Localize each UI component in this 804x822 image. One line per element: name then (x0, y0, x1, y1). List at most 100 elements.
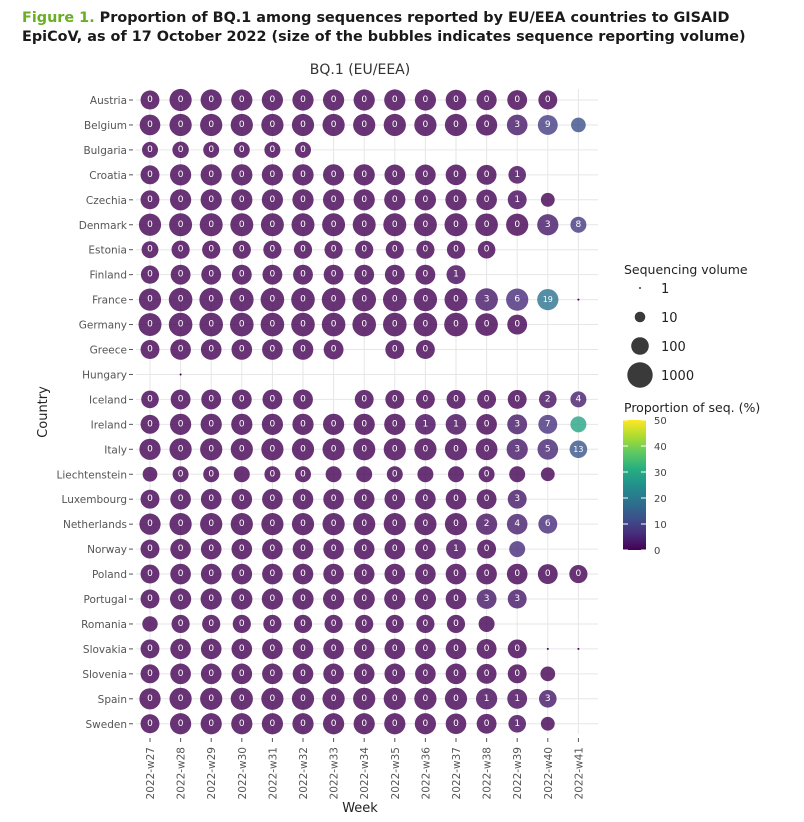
bubble (138, 288, 162, 311)
bubble (445, 89, 467, 111)
bubble (322, 438, 345, 461)
bubble-label: 0 (423, 320, 429, 330)
bubble-label: 0 (178, 469, 184, 479)
bubble-label: 3 (514, 494, 520, 504)
bubble (261, 113, 284, 137)
bubble-label: 0 (392, 544, 398, 554)
bubble-label: 0 (392, 245, 398, 255)
bubble-label: 0 (331, 694, 337, 704)
bubble-label: 0 (453, 669, 459, 679)
bubble-label: 0 (300, 394, 306, 404)
bubble (232, 614, 251, 634)
bubble (231, 264, 252, 285)
bubble (231, 389, 252, 410)
bubble-label: 0 (484, 320, 490, 330)
bubble-label: 0 (147, 195, 153, 205)
bubble (200, 638, 222, 660)
bubble (353, 687, 376, 710)
bubble (508, 166, 526, 184)
bubble-label: 0 (208, 195, 214, 205)
bubble-label: 0 (545, 95, 551, 105)
bubble (292, 189, 314, 211)
bubble-label: 0 (423, 569, 429, 579)
bubble (571, 117, 586, 133)
bubble (261, 189, 284, 211)
bubble (417, 466, 434, 483)
bubble (293, 389, 313, 410)
bubble (261, 413, 284, 435)
bubble (322, 213, 346, 237)
bubble (170, 264, 191, 285)
bubble-label: 0 (178, 719, 184, 729)
y-tick-label: Austria (90, 95, 127, 107)
bubble (262, 538, 283, 560)
bubble (413, 287, 438, 312)
bubble (538, 514, 558, 534)
bubble (507, 664, 527, 684)
bubble-label: 0 (270, 619, 276, 629)
bubble (295, 466, 311, 483)
bubble-label: 0 (361, 544, 367, 554)
colorbar-tick-label: 10 (654, 520, 667, 531)
bubble (384, 638, 406, 660)
bubble (262, 638, 283, 660)
y-tick-label: Estonia (88, 245, 127, 257)
bubble (200, 164, 222, 186)
grid-lines (136, 89, 598, 734)
bubble (446, 265, 466, 285)
bubble (200, 663, 222, 685)
bubble (444, 312, 468, 337)
bubble-label: 0 (147, 220, 153, 230)
bubble-label: 0 (147, 295, 153, 305)
bubble (262, 488, 283, 510)
bubble (139, 114, 161, 136)
bubble-label: 0 (484, 95, 490, 105)
bubble (475, 438, 498, 461)
y-tick-label: Romania (81, 619, 127, 631)
bubble (476, 164, 497, 185)
bubble (140, 414, 160, 434)
bubble (169, 413, 192, 435)
bubble-label: 0 (208, 494, 214, 504)
bubble (353, 588, 375, 610)
bubble-label: 1 (514, 195, 520, 205)
bubble (476, 563, 497, 585)
bubble-label: 0 (423, 95, 429, 105)
bubble-label: 0 (178, 444, 184, 454)
bubble (384, 413, 406, 435)
bubble-label: 0 (331, 245, 337, 255)
bubble (354, 264, 375, 285)
bubble (509, 466, 526, 483)
bubble (577, 298, 580, 301)
bubble (291, 687, 315, 710)
bubble-label: 0 (147, 394, 153, 404)
bubble-label: 0 (178, 494, 184, 504)
bubble (200, 189, 222, 211)
bubble (414, 438, 437, 461)
bubble (291, 438, 315, 461)
bubble (353, 89, 375, 111)
bubble (140, 664, 160, 684)
bubble (263, 240, 282, 259)
x-tick-label: 2022-w39 (512, 747, 524, 799)
bubble-label: 0 (208, 320, 214, 330)
bubble (141, 241, 159, 259)
bubble-label: 0 (392, 444, 398, 454)
figure-caption: Figure 1. Proportion of BQ.1 among seque… (22, 9, 792, 47)
bubble (140, 340, 160, 359)
bubble (292, 538, 314, 560)
bubble (292, 339, 314, 360)
bubble-label: 0 (361, 619, 367, 629)
bubble-label: 0 (147, 519, 153, 529)
bubble-label: 0 (178, 170, 184, 180)
bubble-label: 0 (239, 694, 245, 704)
bubble (140, 589, 160, 609)
y-axis-ticks: Austria Belgium Bulgaria Croatia Czechia Denm… (56, 95, 133, 731)
bubble (507, 688, 528, 709)
bubble-label: 0 (423, 170, 429, 180)
bubble (139, 513, 161, 535)
bubble-label: 0 (361, 644, 367, 654)
bubble-label: 0 (147, 145, 153, 155)
bubble (507, 414, 528, 435)
bubble-label: 0 (147, 170, 153, 180)
